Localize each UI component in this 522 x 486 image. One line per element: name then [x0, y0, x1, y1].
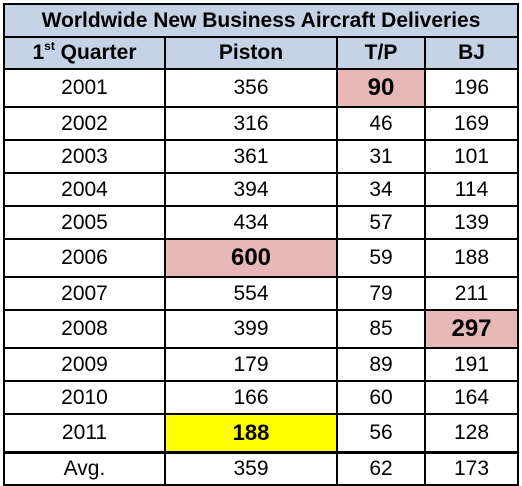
tp-value-cell: 60 [336, 380, 426, 415]
bj-value-cell: 191 [423, 347, 520, 382]
deliveries-table: Worldwide New Business Aircraft Deliveri… [2, 3, 520, 486]
column-header-quarter-text: 1st Quarter [32, 39, 137, 64]
piston-value-cell: 179 [164, 347, 338, 382]
piston-value-cell: 356 [164, 68, 338, 108]
piston-value-cell: 434 [164, 205, 338, 240]
bj-value-cell: 297 [423, 309, 520, 349]
bj-value-cell: 139 [423, 205, 520, 240]
year-cell: 2004 [3, 172, 166, 207]
table-row: 2009 179 89 191 [3, 347, 520, 382]
column-header-piston: Piston [164, 36, 338, 70]
tp-value-cell: 31 [336, 139, 426, 174]
average-row: Avg. 359 62 173 [3, 451, 520, 486]
table-row: 2004 394 34 114 [3, 172, 520, 207]
piston-value-cell: 394 [164, 172, 338, 207]
piston-value-cell: 361 [164, 139, 338, 174]
year-cell: 2009 [3, 347, 166, 382]
bj-value-cell: 211 [423, 276, 520, 311]
piston-value-cell: 554 [164, 276, 338, 311]
year-cell: 2010 [3, 380, 166, 415]
average-tp-cell: 62 [336, 451, 426, 486]
year-cell: 2006 [3, 238, 166, 278]
average-label: Avg. [3, 451, 166, 486]
piston-value-cell: 399 [164, 309, 338, 349]
tp-value-cell: 85 [336, 309, 426, 349]
average-bj-cell: 173 [423, 451, 520, 486]
piston-value-cell: 600 [164, 238, 338, 278]
year-cell: 2007 [3, 276, 166, 311]
bj-value-cell: 114 [423, 172, 520, 207]
column-header-bj: BJ [423, 36, 520, 70]
tp-value-cell: 46 [336, 106, 426, 141]
tp-value-cell: 57 [336, 205, 426, 240]
bj-value-cell: 164 [423, 380, 520, 415]
year-cell: 2003 [3, 139, 166, 174]
bj-value-cell: 169 [423, 106, 520, 141]
year-cell: 2005 [3, 205, 166, 240]
table-row: 2006 600 59 188 [3, 238, 520, 278]
tp-value-cell: 56 [336, 413, 426, 454]
bj-value-cell: 101 [423, 139, 520, 174]
table-row: 2011 188 56 128 [3, 413, 520, 454]
table-row: 2008 399 85 297 [3, 309, 520, 349]
table-row: 2010 166 60 164 [3, 380, 520, 415]
year-cell: 2001 [3, 68, 166, 108]
year-cell: 2002 [3, 106, 166, 141]
tp-value-cell: 59 [336, 238, 426, 278]
year-cell: 2011 [3, 413, 166, 454]
bj-value-cell: 188 [423, 238, 520, 278]
bj-value-cell: 196 [423, 68, 520, 108]
average-piston-cell: 359 [164, 451, 338, 486]
tp-value-cell: 90 [336, 68, 426, 108]
year-cell: 2008 [3, 309, 166, 349]
deliveries-table-container: Worldwide New Business Aircraft Deliveri… [2, 3, 520, 486]
piston-value-cell: 166 [164, 380, 338, 415]
table-row: 2005 434 57 139 [3, 205, 520, 240]
table-row: 2002 316 46 169 [3, 106, 520, 141]
table-row: 2001 356 90 196 [3, 68, 520, 108]
piston-value-cell: 316 [164, 106, 338, 141]
piston-value-cell: 188 [164, 413, 338, 454]
column-header-quarter: 1st Quarter [3, 36, 166, 70]
table-title: Worldwide New Business Aircraft Deliveri… [2, 3, 520, 38]
tp-value-cell: 34 [336, 172, 426, 207]
tp-value-cell: 89 [336, 347, 426, 382]
column-header-tp: T/P [336, 36, 426, 70]
table-row: 2003 361 31 101 [3, 139, 520, 174]
bj-value-cell: 128 [423, 413, 520, 454]
tp-value-cell: 79 [336, 276, 426, 311]
table-row: 2007 554 79 211 [3, 276, 520, 311]
